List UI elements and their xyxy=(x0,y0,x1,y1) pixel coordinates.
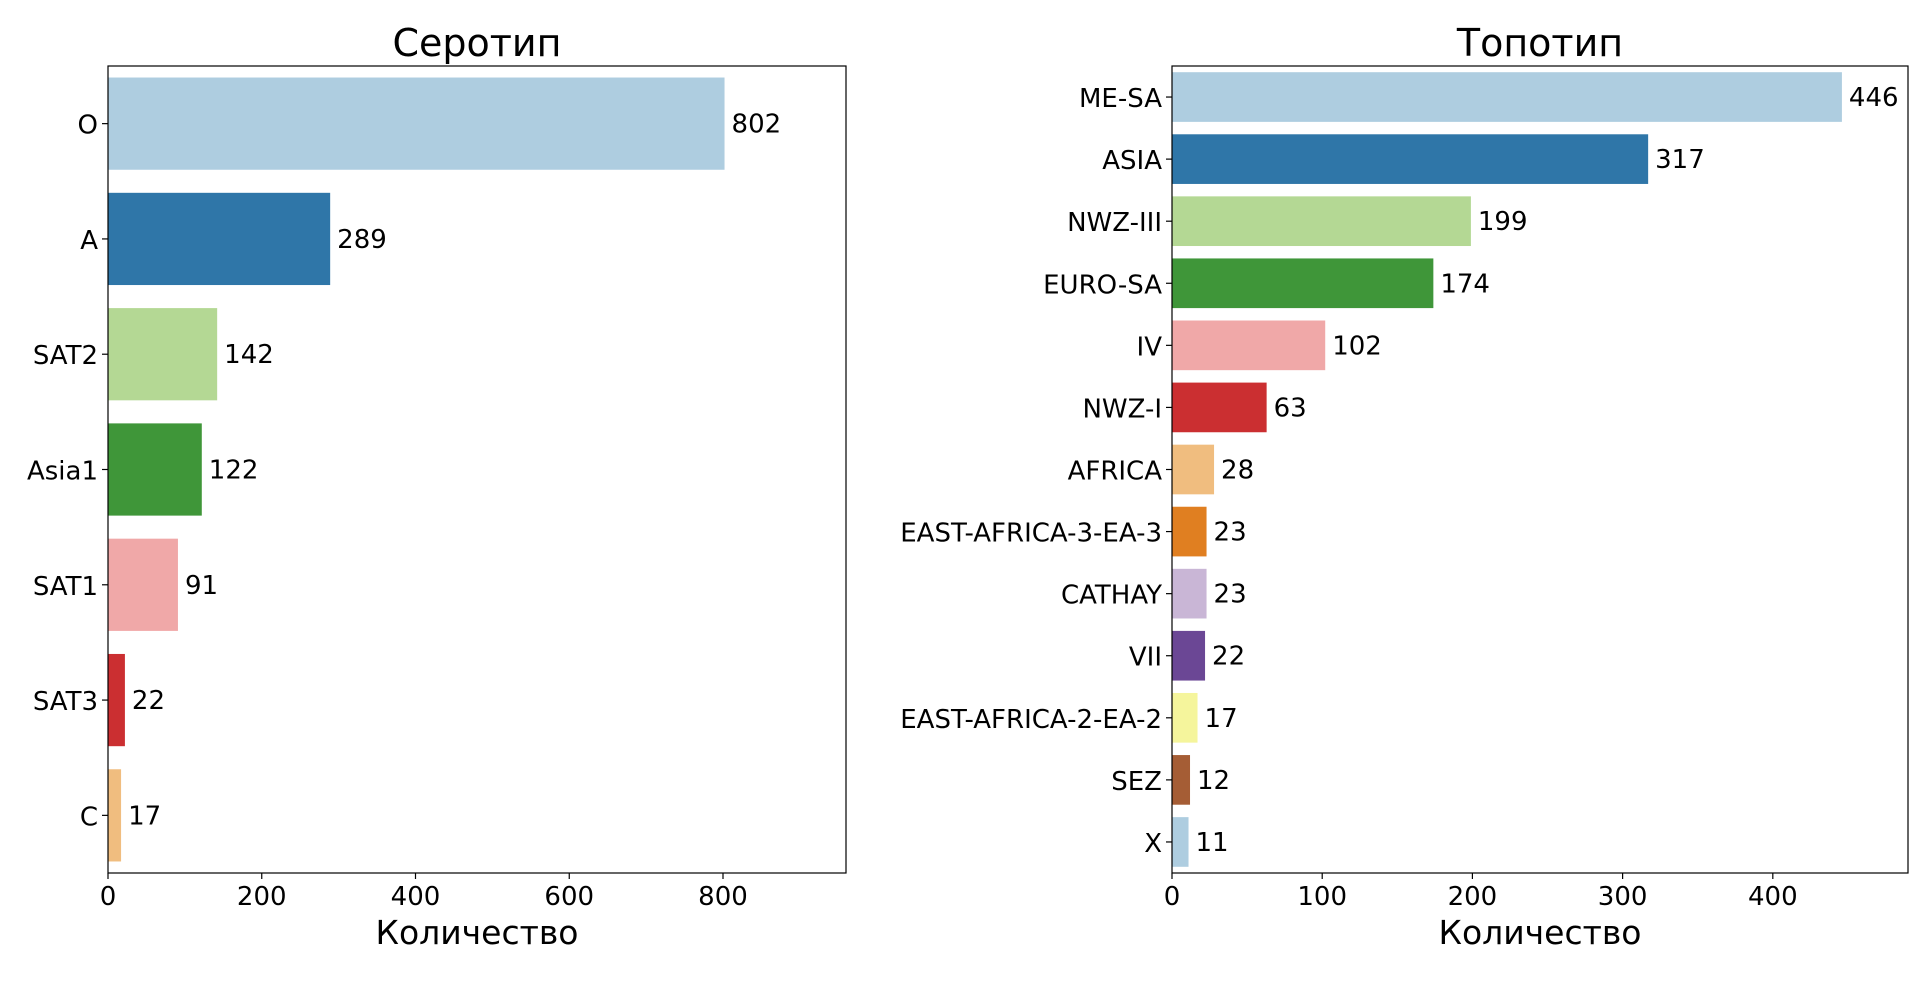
y-tick-label-sat2: SAT2 xyxy=(33,341,98,371)
y-tick-label-asia1: Asia1 xyxy=(27,457,98,487)
chart-title: Серотип xyxy=(393,21,562,65)
x-axis-label: Количество xyxy=(376,913,579,952)
x-tick-label: 200 xyxy=(237,882,287,912)
y-tick-label-east-africa-3-ea-3: EAST-AFRICA-3-EA-3 xyxy=(900,519,1162,549)
y-tick-label-africa: AFRICA xyxy=(1068,457,1163,487)
data-label-asia1: 122 xyxy=(209,456,259,486)
x-tick-label: 600 xyxy=(544,882,594,912)
data-label-sat3: 22 xyxy=(132,686,165,716)
y-tick-label-sat1: SAT1 xyxy=(33,572,98,602)
data-label-a: 289 xyxy=(337,225,387,255)
data-label-asia: 317 xyxy=(1655,145,1705,175)
y-tick-label-iv: IV xyxy=(1137,332,1163,362)
bar-nwz-i xyxy=(1172,382,1267,433)
x-axis-label: Количество xyxy=(1439,913,1642,952)
data-label-sat1: 91 xyxy=(185,571,218,601)
y-tick-label-nwz-i: NWZ-I xyxy=(1082,394,1162,424)
data-label-o: 802 xyxy=(732,110,782,140)
bar-east-africa-3-ea-3 xyxy=(1172,506,1207,557)
data-label-me-sa: 446 xyxy=(1849,83,1899,113)
bar-me-sa xyxy=(1172,72,1842,122)
data-label-euro-sa: 174 xyxy=(1440,269,1490,299)
y-tick-label-asia: ASIA xyxy=(1102,146,1162,176)
data-label-east-africa-3-ea-3: 23 xyxy=(1214,518,1247,548)
chart-title: Топотип xyxy=(1456,21,1623,65)
bar-c xyxy=(108,769,122,862)
data-label-africa: 28 xyxy=(1221,456,1254,486)
bar-cathay xyxy=(1172,568,1207,619)
topotype-chart: Топотип 446 ME-SA 317 ASIA 199 NWZ-III 174 EURO-… xyxy=(900,21,1909,952)
bar-sez xyxy=(1172,755,1191,805)
bar-nwz-iii xyxy=(1172,196,1471,247)
x-tick-label: 300 xyxy=(1598,882,1648,912)
bar-sat2 xyxy=(108,308,218,401)
plot-frame xyxy=(107,65,847,874)
y-tick-label-a: A xyxy=(80,226,98,256)
data-label-sez: 12 xyxy=(1197,766,1230,796)
bar-asia1 xyxy=(108,423,202,516)
y-tick-label-cathay: CATHAY xyxy=(1061,581,1162,611)
data-label-iv: 102 xyxy=(1332,331,1382,361)
y-tick-label-x: X xyxy=(1144,829,1162,859)
data-label-x: 11 xyxy=(1196,828,1229,858)
y-tick-label-nwz-iii: NWZ-III xyxy=(1067,208,1162,238)
plot-frame xyxy=(1171,65,1909,874)
bar-asia xyxy=(1172,134,1649,184)
x-tick-label: 800 xyxy=(698,882,748,912)
x-tick-label: 400 xyxy=(1748,882,1798,912)
bar-euro-sa xyxy=(1172,258,1434,309)
x-tick-label: 0 xyxy=(1164,882,1181,912)
data-label-sat2: 142 xyxy=(224,340,274,370)
y-tick-label-o: O xyxy=(78,111,98,141)
y-tick-label-east-africa-2-ea-2: EAST-AFRICA-2-EA-2 xyxy=(900,705,1162,735)
y-tick-label-sez: SEZ xyxy=(1111,767,1162,797)
x-tick-label: 0 xyxy=(100,882,117,912)
serotype-chart: Серотип 802 O 289 A 142 SAT2 122 Asia1 91 SAT1 22 SA… xyxy=(27,21,847,952)
data-label-nwz-iii: 199 xyxy=(1478,207,1528,237)
bar-a xyxy=(108,192,331,286)
y-tick-label-euro-sa: EURO-SA xyxy=(1043,270,1162,300)
data-label-vii: 22 xyxy=(1212,642,1245,672)
bar-africa xyxy=(1172,444,1215,495)
data-label-c: 17 xyxy=(128,801,161,831)
bar-o xyxy=(108,77,725,170)
bar-sat3 xyxy=(108,653,125,747)
bar-sat1 xyxy=(108,538,178,631)
data-label-east-africa-2-ea-2: 17 xyxy=(1205,704,1238,734)
data-label-nwz-i: 63 xyxy=(1274,393,1307,423)
y-tick-label-me-sa: ME-SA xyxy=(1079,84,1162,114)
x-tick-label: 200 xyxy=(1448,882,1498,912)
y-tick-label-sat3: SAT3 xyxy=(33,687,98,717)
bar-east-africa-2-ea-2 xyxy=(1172,692,1198,743)
x-tick-label: 400 xyxy=(391,882,441,912)
data-label-cathay: 23 xyxy=(1214,580,1247,610)
bar-vii xyxy=(1172,630,1206,681)
y-tick-label-vii: VII xyxy=(1129,643,1162,673)
bar-iv xyxy=(1172,320,1326,371)
y-tick-label-c: C xyxy=(80,802,98,832)
bar-x xyxy=(1172,817,1189,867)
x-tick-label: 100 xyxy=(1297,882,1347,912)
